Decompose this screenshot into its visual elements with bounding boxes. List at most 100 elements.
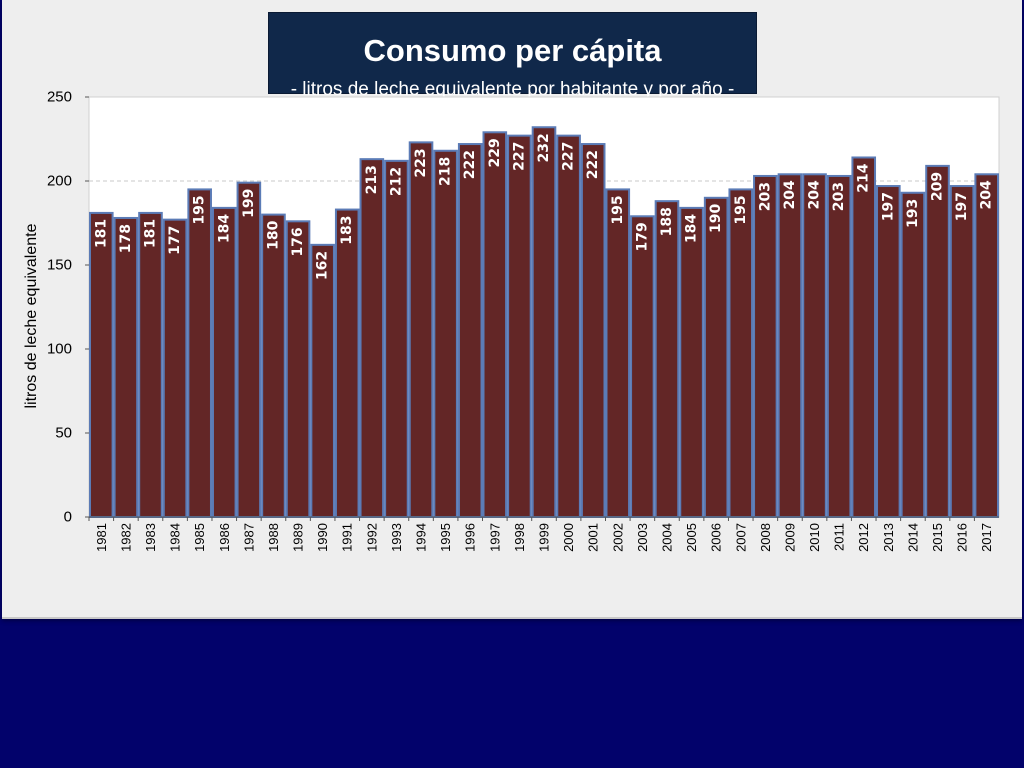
x-tick-label-2003: 2003 xyxy=(635,523,650,552)
bar-1991 xyxy=(334,208,360,518)
value-label-1990: 162 xyxy=(315,251,331,280)
bar-1993 xyxy=(384,159,409,518)
bar-2006 xyxy=(703,196,729,519)
y-tick-label-50: 50 xyxy=(55,425,72,442)
chart-subtitle: - litros de leche equivalente por habita… xyxy=(290,79,735,100)
value-label-2015: 209 xyxy=(930,172,946,201)
chart-title: Consumo per cápita xyxy=(363,33,662,68)
value-label-1999: 232 xyxy=(536,133,552,162)
value-label-2006: 190 xyxy=(708,204,724,233)
x-tick-label-2004: 2004 xyxy=(659,523,674,552)
x-tick-label-1994: 1994 xyxy=(414,523,429,552)
x-tick-label-2008: 2008 xyxy=(758,523,773,552)
x-tick-label-1989: 1989 xyxy=(291,523,306,552)
x-tick-label-1984: 1984 xyxy=(168,523,183,552)
value-labels-layer: 181 178 181 177 195 184 199 180 176 162 183 213 212 2… xyxy=(93,133,994,280)
x-tick-label-1992: 1992 xyxy=(364,523,379,552)
value-label-2009: 204 xyxy=(782,180,798,209)
value-label-1998: 227 xyxy=(511,142,527,171)
x-tick-label-1988: 1988 xyxy=(266,523,281,552)
x-tick-label-1986: 1986 xyxy=(217,523,232,552)
bar-1999 xyxy=(531,126,557,519)
bar-2009 xyxy=(777,173,803,518)
bar-1998 xyxy=(507,134,532,518)
bar-1983 xyxy=(138,211,163,518)
bar-2000 xyxy=(556,134,581,518)
value-label-2001: 222 xyxy=(585,150,601,179)
bar-1981 xyxy=(89,211,114,518)
value-label-2007: 195 xyxy=(733,195,749,224)
value-label-1983: 181 xyxy=(142,219,158,248)
value-label-2012: 214 xyxy=(856,163,872,192)
value-label-2010: 204 xyxy=(807,180,823,209)
value-label-1988: 180 xyxy=(265,220,281,249)
bar-1996 xyxy=(457,143,483,518)
x-tick-label-1998: 1998 xyxy=(512,523,527,552)
x-tick-label-2013: 2013 xyxy=(881,523,896,552)
value-label-1993: 212 xyxy=(388,167,404,196)
x-tick-label-1981: 1981 xyxy=(94,523,109,552)
bar-2003 xyxy=(630,215,655,518)
y-tick-label-100: 100 xyxy=(47,341,72,358)
x-tick-label-2009: 2009 xyxy=(782,523,797,552)
value-label-2002: 195 xyxy=(610,195,626,224)
value-label-1984: 177 xyxy=(167,226,183,255)
value-label-2013: 197 xyxy=(880,192,896,221)
x-tick-label-1991: 1991 xyxy=(340,523,355,552)
x-tick-label-2015: 2015 xyxy=(930,523,945,552)
x-tick-label-2002: 2002 xyxy=(610,523,625,552)
x-axis-ticks: 1981 1982 1983 1984 1985 1986 1987 1988 1989 1990… xyxy=(88,517,994,552)
x-tick-label-2014: 2014 xyxy=(905,523,920,552)
x-tick-label-1985: 1985 xyxy=(192,523,207,552)
value-label-1996: 222 xyxy=(462,150,478,179)
bar-1997 xyxy=(482,131,508,518)
value-label-1986: 184 xyxy=(216,214,232,243)
bar-1995 xyxy=(433,149,458,518)
value-label-1991: 183 xyxy=(339,216,355,245)
bar-2013 xyxy=(876,185,901,518)
y-tick-label-150: 150 xyxy=(47,257,72,274)
bar-2007 xyxy=(728,188,754,518)
x-tick-label-2016: 2016 xyxy=(955,523,970,552)
x-tick-label-1982: 1982 xyxy=(118,523,133,552)
value-label-1995: 218 xyxy=(438,157,454,186)
x-tick-label-2001: 2001 xyxy=(586,523,601,552)
value-label-1992: 213 xyxy=(364,165,380,194)
value-label-1989: 176 xyxy=(290,227,306,256)
bar-2001 xyxy=(580,143,606,518)
y-axis-title: litros de leche equivalente xyxy=(23,223,40,408)
bar-2010 xyxy=(802,173,827,518)
value-label-2011: 203 xyxy=(831,182,847,211)
x-tick-label-1996: 1996 xyxy=(463,523,478,552)
x-tick-label-2005: 2005 xyxy=(684,523,699,552)
bar-1986 xyxy=(211,206,237,518)
x-tick-label-2006: 2006 xyxy=(709,523,724,552)
bar-2002 xyxy=(605,188,631,518)
bar-2015 xyxy=(925,164,950,518)
value-label-2008: 203 xyxy=(757,182,773,211)
x-tick-label-1997: 1997 xyxy=(487,523,502,552)
bar-2005 xyxy=(679,206,704,518)
value-label-2014: 193 xyxy=(905,199,921,228)
bar-1988 xyxy=(261,213,286,518)
bar-2004 xyxy=(654,200,680,518)
x-tick-label-1987: 1987 xyxy=(241,523,256,552)
x-tick-label-2012: 2012 xyxy=(856,523,871,552)
bar-2017 xyxy=(974,173,999,518)
value-label-2000: 227 xyxy=(561,142,577,171)
bar-1982 xyxy=(113,216,139,519)
x-tick-label-1983: 1983 xyxy=(143,523,158,552)
bar-1987 xyxy=(236,181,262,518)
bar-1994 xyxy=(408,141,434,519)
x-tick-label-1993: 1993 xyxy=(389,523,404,552)
value-label-1985: 195 xyxy=(192,195,208,224)
bar-1985 xyxy=(187,188,212,518)
x-tick-label-2007: 2007 xyxy=(733,523,748,552)
bar-1984 xyxy=(162,218,188,518)
bar-2014 xyxy=(900,191,926,518)
x-tick-label-2010: 2010 xyxy=(807,523,822,552)
value-label-1981: 181 xyxy=(93,219,109,248)
x-tick-label-2017: 2017 xyxy=(979,523,994,552)
y-axis-ticks: 0 50 100 150 200 250 xyxy=(47,89,89,526)
bar-2012 xyxy=(851,156,877,518)
